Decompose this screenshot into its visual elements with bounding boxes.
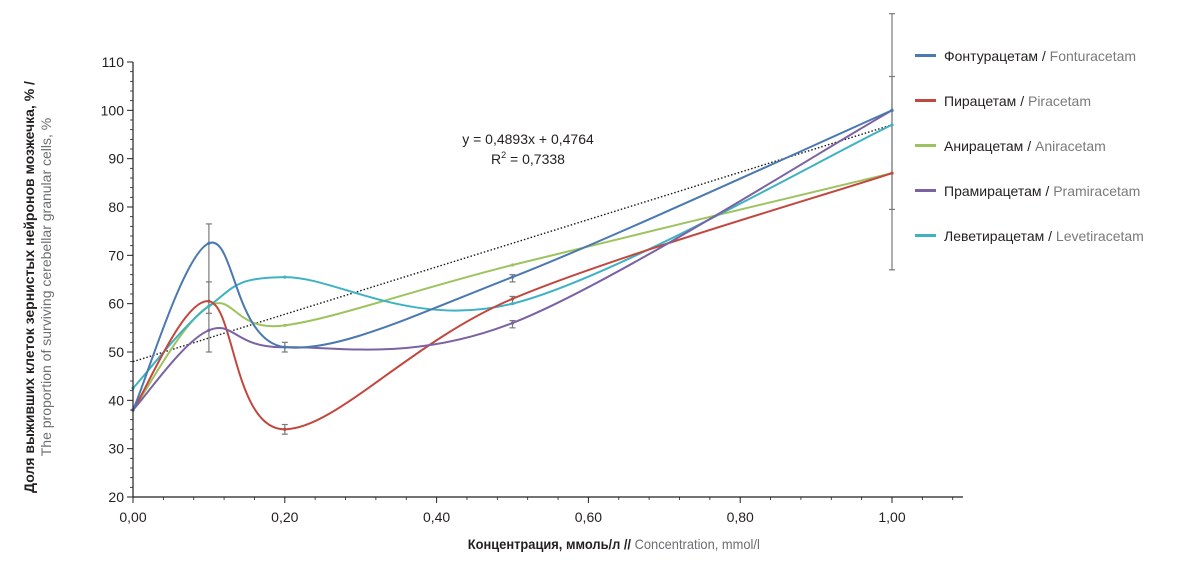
legend-label-en: Pramiracetam — [1053, 182, 1141, 199]
legend-label-en: Aniracetam — [1034, 137, 1106, 154]
r2-sup: 2 — [501, 150, 506, 160]
y-tick-label: 100 — [101, 102, 125, 118]
data-point-levetiracetam — [510, 302, 515, 306]
legend-item-levetiracetam: Леветирацетам / Levetiracetam — [915, 224, 1195, 247]
trendline-equation-text: y = 0,4893x + 0,4764 — [462, 131, 594, 147]
legend-swatch — [915, 54, 936, 57]
legend-separator: / — [1023, 137, 1035, 154]
y-axis-label-inner: Доля выживших клеток зернистых нейронов … — [21, 81, 55, 493]
y-tick-label: 70 — [108, 247, 124, 263]
y-axis-label-ru: Доля выживших клеток зернистых нейронов … — [21, 81, 37, 493]
x-tick-label: 0,00 — [119, 509, 146, 525]
data-point-piracetam — [510, 297, 515, 301]
x-axis-label: Концентрация, ммоль/л // Concentration, … — [48, 536, 1152, 552]
series-layer — [131, 108, 894, 431]
x-tick-label: 0,40 — [423, 509, 450, 525]
series-line-pramiracetam — [132, 109, 893, 411]
legend-item-pramiracetam: Прамирацетам / Pramiracetam — [915, 179, 1195, 202]
legend-item-fonturacetam: Фонтурацетам / Fonturacetam — [915, 44, 1195, 67]
r2-prefix: R — [491, 151, 501, 167]
data-point-pramiracetam — [207, 328, 211, 332]
series-line-piracetam — [132, 172, 893, 431]
legend-swatch — [915, 99, 936, 102]
y-axis-label-en: The proportion of surviving cerebellar g… — [38, 117, 54, 457]
data-point-fonturacetam — [283, 345, 287, 349]
trendline-layer — [132, 124, 893, 363]
y-tick-label: 90 — [108, 151, 124, 167]
x-tick-label: 0,80 — [727, 509, 754, 525]
series-line-levetiracetam — [132, 123, 893, 389]
data-point-aniracetam — [283, 323, 287, 328]
data-point-piracetam — [890, 171, 894, 175]
legend-separator: / — [1038, 47, 1050, 64]
data-point-aniracetam — [510, 263, 515, 267]
error-bars — [205, 13, 895, 435]
y-tick-label: 30 — [108, 441, 124, 457]
x-axis-label-ru: Концентрация, ммоль/л // — [467, 536, 631, 552]
data-point-fonturacetam — [207, 241, 211, 245]
trendline-equation: y = 0,4893x + 0,4764 R2 = 0,7338 — [462, 131, 594, 167]
legend-swatch — [915, 144, 936, 147]
data-point-fonturacetam — [510, 275, 515, 279]
axes — [127, 61, 963, 503]
legend-label-en: Piracetam — [1027, 92, 1092, 109]
data-point-piracetam — [207, 299, 211, 303]
legend-label-en: Fonturacetam — [1049, 47, 1137, 64]
legend-item-aniracetam: Анирацетам / Aniracetam — [915, 134, 1195, 157]
r2-value: = 0,7338 — [506, 151, 565, 167]
legend-separator: / — [1041, 182, 1054, 199]
series-line-fonturacetam — [132, 109, 893, 411]
legend-swatch — [915, 189, 936, 192]
legend-label-ru: Леветирацетам — [944, 227, 1045, 244]
data-point-levetiracetam — [207, 304, 211, 308]
data-point-levetiracetam — [890, 123, 894, 127]
y-tick-label: 110 — [102, 54, 125, 70]
trendline-r2-text: R2 = 0,7338 — [491, 150, 565, 167]
legend: Фонтурацетам / Fonturacetam Пирацетам / P… — [915, 44, 1195, 269]
data-point-fonturacetam — [890, 108, 894, 112]
data-point-piracetam — [283, 427, 287, 431]
legend-label-ru: Анирацетам — [944, 137, 1024, 154]
legend-label-ru: Прамирацетам — [944, 182, 1042, 199]
legend-label-en: Levetiracetam — [1055, 227, 1144, 244]
x-tick-label: 0,20 — [271, 509, 298, 525]
x-tick-label: 1,00 — [878, 509, 905, 525]
y-tick-label: 80 — [108, 199, 124, 215]
legend-item-piracetam: Пирацетам / Piracetam — [915, 89, 1195, 112]
trendline — [132, 124, 893, 363]
legend-swatch — [915, 234, 936, 237]
tick-labels: 20 30 40 50 60 70 80 90 100 110 0,00 0,20 0,40 0,60 0,… — [101, 54, 906, 525]
x-axis-label-en: Concentration, mmol/l — [634, 536, 760, 552]
legend-separator: / — [1044, 227, 1056, 244]
y-tick-label: 40 — [108, 392, 124, 408]
legend-label-ru: Фонтурацетам — [944, 47, 1038, 64]
x-tick-label: 0,60 — [575, 509, 602, 525]
y-tick-label: 50 — [108, 344, 124, 360]
legend-separator: / — [1016, 92, 1028, 109]
y-tick-label: 60 — [108, 296, 124, 312]
y-tick-label: 20 — [108, 489, 124, 505]
legend-label-ru: Пирацетам — [944, 92, 1017, 109]
data-point-pramiracetam — [510, 321, 515, 325]
data-point-levetiracetam — [283, 275, 287, 279]
